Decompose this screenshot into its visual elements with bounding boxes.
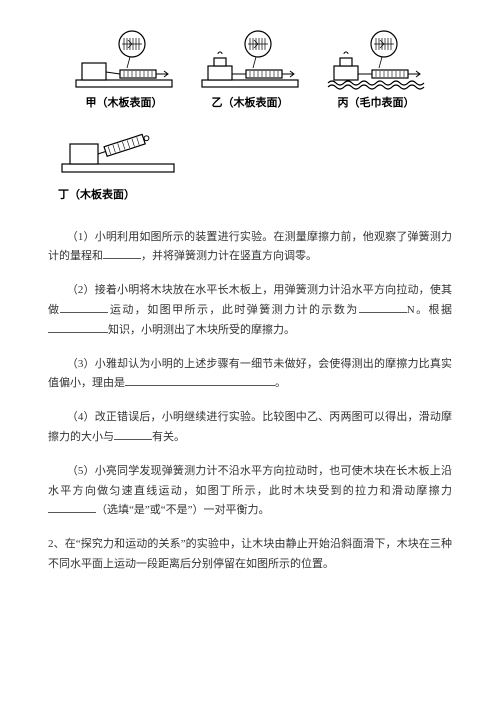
question-1: （1）小明利用如图所示的装置进行实验。在测量摩擦力前，他观察了弹簧测力计的量程和… [48, 228, 452, 268]
q2-text-d: 知识，小明测出了木块所受的摩擦力。 [108, 324, 295, 336]
diagram-a-icon [72, 30, 176, 90]
diagram-b-icon [198, 30, 302, 90]
q3-text-b: 。 [275, 377, 286, 389]
q4-text-b: 有关。 [152, 431, 185, 443]
figure-b-label: 乙（木板表面） [212, 94, 289, 114]
q6-text: 2、在“探究力和运动的关系”的实验中，让木块由静止开始沿斜面滑下，木块在三种不同… [48, 538, 452, 570]
question-5: （5）小亮同学发现弹簧测力计不沿水平方向拉动时，也可使木块在长木板上沿水平方向做… [48, 462, 452, 521]
diagram-c-icon [324, 30, 428, 90]
blank-q2b [359, 302, 407, 313]
blank-q5 [48, 502, 96, 513]
question-4: （4）改正错误后，小明继续进行实验。比较图中乙、丙两图可以得出，滑动摩擦力的大小… [48, 408, 452, 448]
figure-row-d: 丁（木板表面） [48, 132, 452, 206]
figure-row-top: 甲（木板表面） [48, 30, 452, 114]
q5-text-a: （5）小亮同学发现弹簧测力计不沿水平方向拉动时，也可使木块在长木板上沿水平方向做… [48, 465, 452, 497]
q2-text-b: 运动，如图甲所示，此时弹簧测力计的示数为 [108, 304, 358, 316]
figure-a-label: 甲（木板表面） [86, 94, 163, 114]
figure-c: 丙（毛巾表面） [324, 30, 428, 114]
figure-d-label: 丁（木板表面） [58, 186, 135, 206]
q1-text-b: ，并将弹簧测力计在竖直方向调零。 [141, 250, 317, 262]
question-2: （2）接着小明将木块放在水平长木板上，用弹簧测力计沿水平方向拉动，使其做运动，如… [48, 281, 452, 340]
figure-b: 乙（木板表面） [198, 30, 302, 114]
q5-text-b: （选填“是”或“不是”）一对平衡力。 [96, 504, 270, 516]
question-3: （3）小雅却认为小明的上述步骤有一细节未做好，会使得测出的摩擦力比真实值偏小，理… [48, 355, 452, 395]
blank-q4 [114, 429, 152, 440]
figure-c-label: 丙（毛巾表面） [338, 94, 415, 114]
blank-q1 [103, 248, 141, 259]
blank-q2a [60, 302, 108, 313]
figure-d: 丁（木板表面） [58, 132, 178, 206]
blank-q3 [125, 375, 275, 386]
q2-text-c: N。根据 [407, 304, 452, 316]
figure-a: 甲（木板表面） [72, 30, 176, 114]
q4-text-a: （4）改正错误后，小明继续进行实验。比较图中乙、丙两图可以得出，滑动摩擦力的大小… [48, 411, 452, 443]
blank-q2c [48, 321, 108, 332]
diagram-d-icon [58, 132, 178, 176]
question-6: 2、在“探究力和运动的关系”的实验中，让木块由静止开始沿斜面滑下，木块在三种不同… [48, 535, 452, 575]
